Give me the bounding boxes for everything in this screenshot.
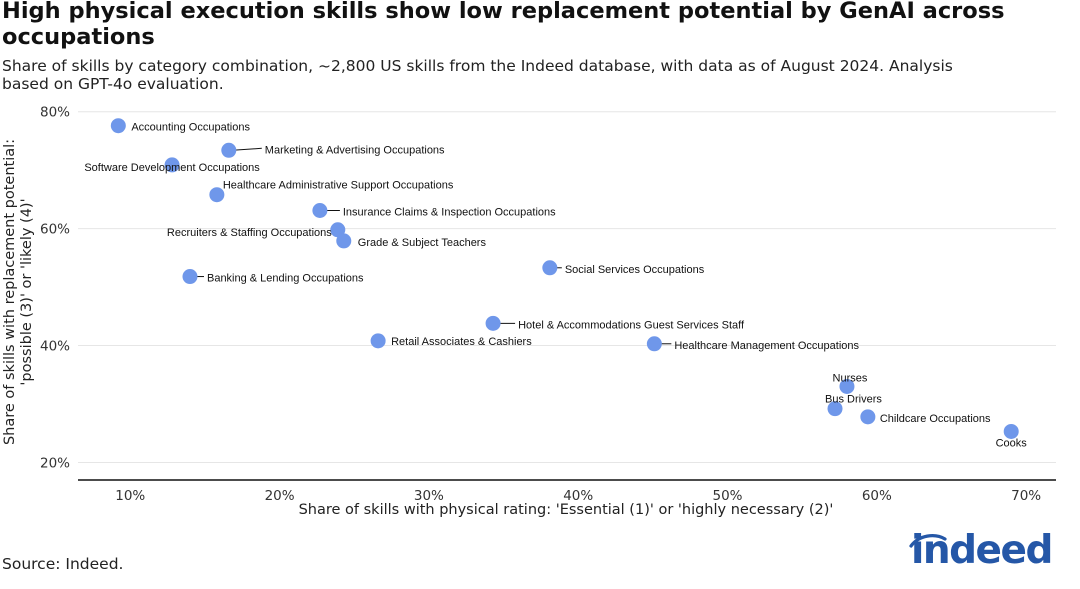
x-axis-ticks: 10% 20% 30% 40% 50% 60% 70% — [115, 488, 1041, 504]
x-tick-label: 30% — [414, 488, 444, 504]
point-social-services-occupations — [542, 260, 558, 276]
point-accounting-occupations — [110, 118, 126, 134]
data-points — [110, 118, 1019, 439]
y-tick-label: 20% — [40, 455, 70, 471]
label-healthcare-management-occupations: Healthcare Management Occupations — [674, 340, 859, 352]
point-labels: Accounting Occupations Marketing & Advert… — [84, 122, 1027, 450]
label-accounting-occupations: Accounting Occupations — [131, 122, 250, 134]
label-hotel-and-accommodations-guest-services-staff: Hotel & Accommodations Guest Services St… — [518, 319, 745, 331]
y-axis-ticks: 20% 40% 60% 80% — [40, 105, 70, 472]
y-tick-label: 80% — [40, 105, 70, 121]
label-healthcare-administrative-support-occupations: Healthcare Administrative Support Occupa… — [223, 180, 454, 192]
x-axis-label: Share of skills with physical rating: 'E… — [299, 502, 834, 518]
y-axis-label: Share of skills with replacement potenti… — [2, 139, 35, 445]
x-tick-label: 60% — [862, 488, 892, 504]
label-banking-and-lending-occupations: Banking & Lending Occupations — [207, 273, 364, 285]
gridlines — [78, 111, 1056, 463]
indeed-logo-text: indeed — [911, 528, 1053, 573]
point-marketing-and-advertising-occupations — [221, 142, 237, 158]
label-retail-associates-and-cashiers: Retail Associates & Cashiers — [391, 336, 532, 348]
point-childcare-occupations — [860, 409, 876, 425]
leader-line-marketing-and-advertising-occupations — [232, 147, 262, 151]
y-tick-label: 60% — [40, 222, 70, 238]
label-bus-drivers: Bus Drivers — [825, 394, 882, 406]
point-insurance-claims-and-inspection-occupations — [312, 202, 328, 218]
point-hotel-and-accommodations-guest-services-staff — [485, 315, 501, 331]
label-childcare-occupations: Childcare Occupations — [880, 413, 991, 425]
x-tick-label: 40% — [563, 488, 593, 504]
label-social-services-occupations: Social Services Occupations — [565, 264, 705, 276]
x-tick-label: 50% — [713, 488, 743, 504]
label-marketing-and-advertising-occupations: Marketing & Advertising Occupations — [265, 144, 445, 156]
label-recruiters-and-staffing-occupations: Recruiters & Staffing Occupations — [167, 227, 332, 239]
label-grade-and-subject-teachers: Grade & Subject Teachers — [358, 237, 487, 249]
point-retail-associates-and-cashiers — [370, 333, 386, 349]
point-recruiters-and-staffing-occupations — [330, 222, 346, 238]
indeed-logo — [909, 534, 947, 548]
point-software-development-occupations — [164, 157, 180, 173]
chart-subtitle: Share of skills by category combination,… — [2, 57, 953, 93]
x-tick-label: 10% — [115, 488, 145, 504]
source-note: Source: Indeed. — [2, 555, 124, 573]
point-nurses — [839, 378, 855, 394]
label-nurses: Nurses — [833, 372, 868, 384]
point-healthcare-management-occupations — [646, 336, 662, 352]
point-bus-drivers — [827, 401, 843, 417]
chart-title: High physical execution skills show low … — [2, 0, 1005, 50]
point-cooks — [1003, 423, 1019, 439]
x-tick-label: 70% — [1011, 488, 1041, 504]
point-banking-and-lending-occupations — [182, 269, 198, 285]
label-software-development-occupations: Software Development Occupations — [84, 162, 260, 174]
point-healthcare-administrative-support-occupations — [209, 187, 225, 203]
point-grade-and-subject-teachers — [336, 233, 352, 249]
label-cooks: Cooks — [996, 437, 1028, 449]
x-tick-label: 20% — [265, 488, 295, 504]
y-tick-label: 40% — [40, 339, 70, 355]
label-insurance-claims-and-inspection-occupations: Insurance Claims & Inspection Occupation… — [343, 206, 556, 218]
